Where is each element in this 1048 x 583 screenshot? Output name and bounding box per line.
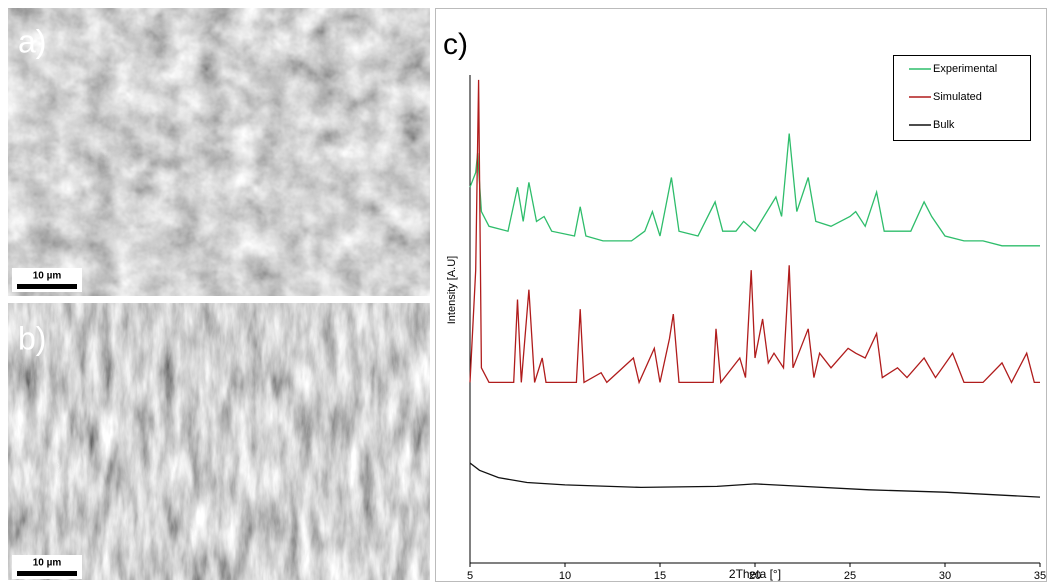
legend-label: Bulk bbox=[933, 119, 955, 131]
x-tick-label: 25 bbox=[844, 570, 856, 582]
x-tick-label: 30 bbox=[939, 570, 951, 582]
legend-label: Simulated bbox=[933, 91, 982, 103]
panel-label: b) bbox=[18, 320, 46, 356]
legend-label: Experimental bbox=[933, 63, 997, 75]
sem-image-a: a) 10 µm bbox=[8, 8, 430, 296]
y-axis-label: Intensity [A.U] bbox=[446, 256, 458, 324]
x-tick-label: 5 bbox=[467, 570, 473, 582]
x-tick-label: 10 bbox=[559, 570, 571, 582]
scale-bar bbox=[17, 284, 77, 289]
series-line bbox=[469, 462, 1041, 498]
x-axis-label: 2Theta [°] bbox=[729, 567, 781, 581]
sem-image-b: b) 10 µm bbox=[8, 303, 430, 580]
scale-bar-label: 10 µm bbox=[33, 558, 62, 569]
scale-bar bbox=[17, 571, 77, 576]
chart-frame bbox=[435, 8, 1047, 582]
chart-title: c) bbox=[443, 28, 468, 61]
x-tick-label: 35 bbox=[1034, 570, 1046, 582]
series-line bbox=[469, 79, 1040, 385]
x-tick-label: 20 bbox=[749, 570, 761, 582]
x-tick-label: 15 bbox=[654, 570, 666, 582]
panel-label: a) bbox=[18, 23, 46, 59]
scale-bar-label: 10 µm bbox=[33, 271, 62, 282]
series-line bbox=[469, 133, 1040, 247]
